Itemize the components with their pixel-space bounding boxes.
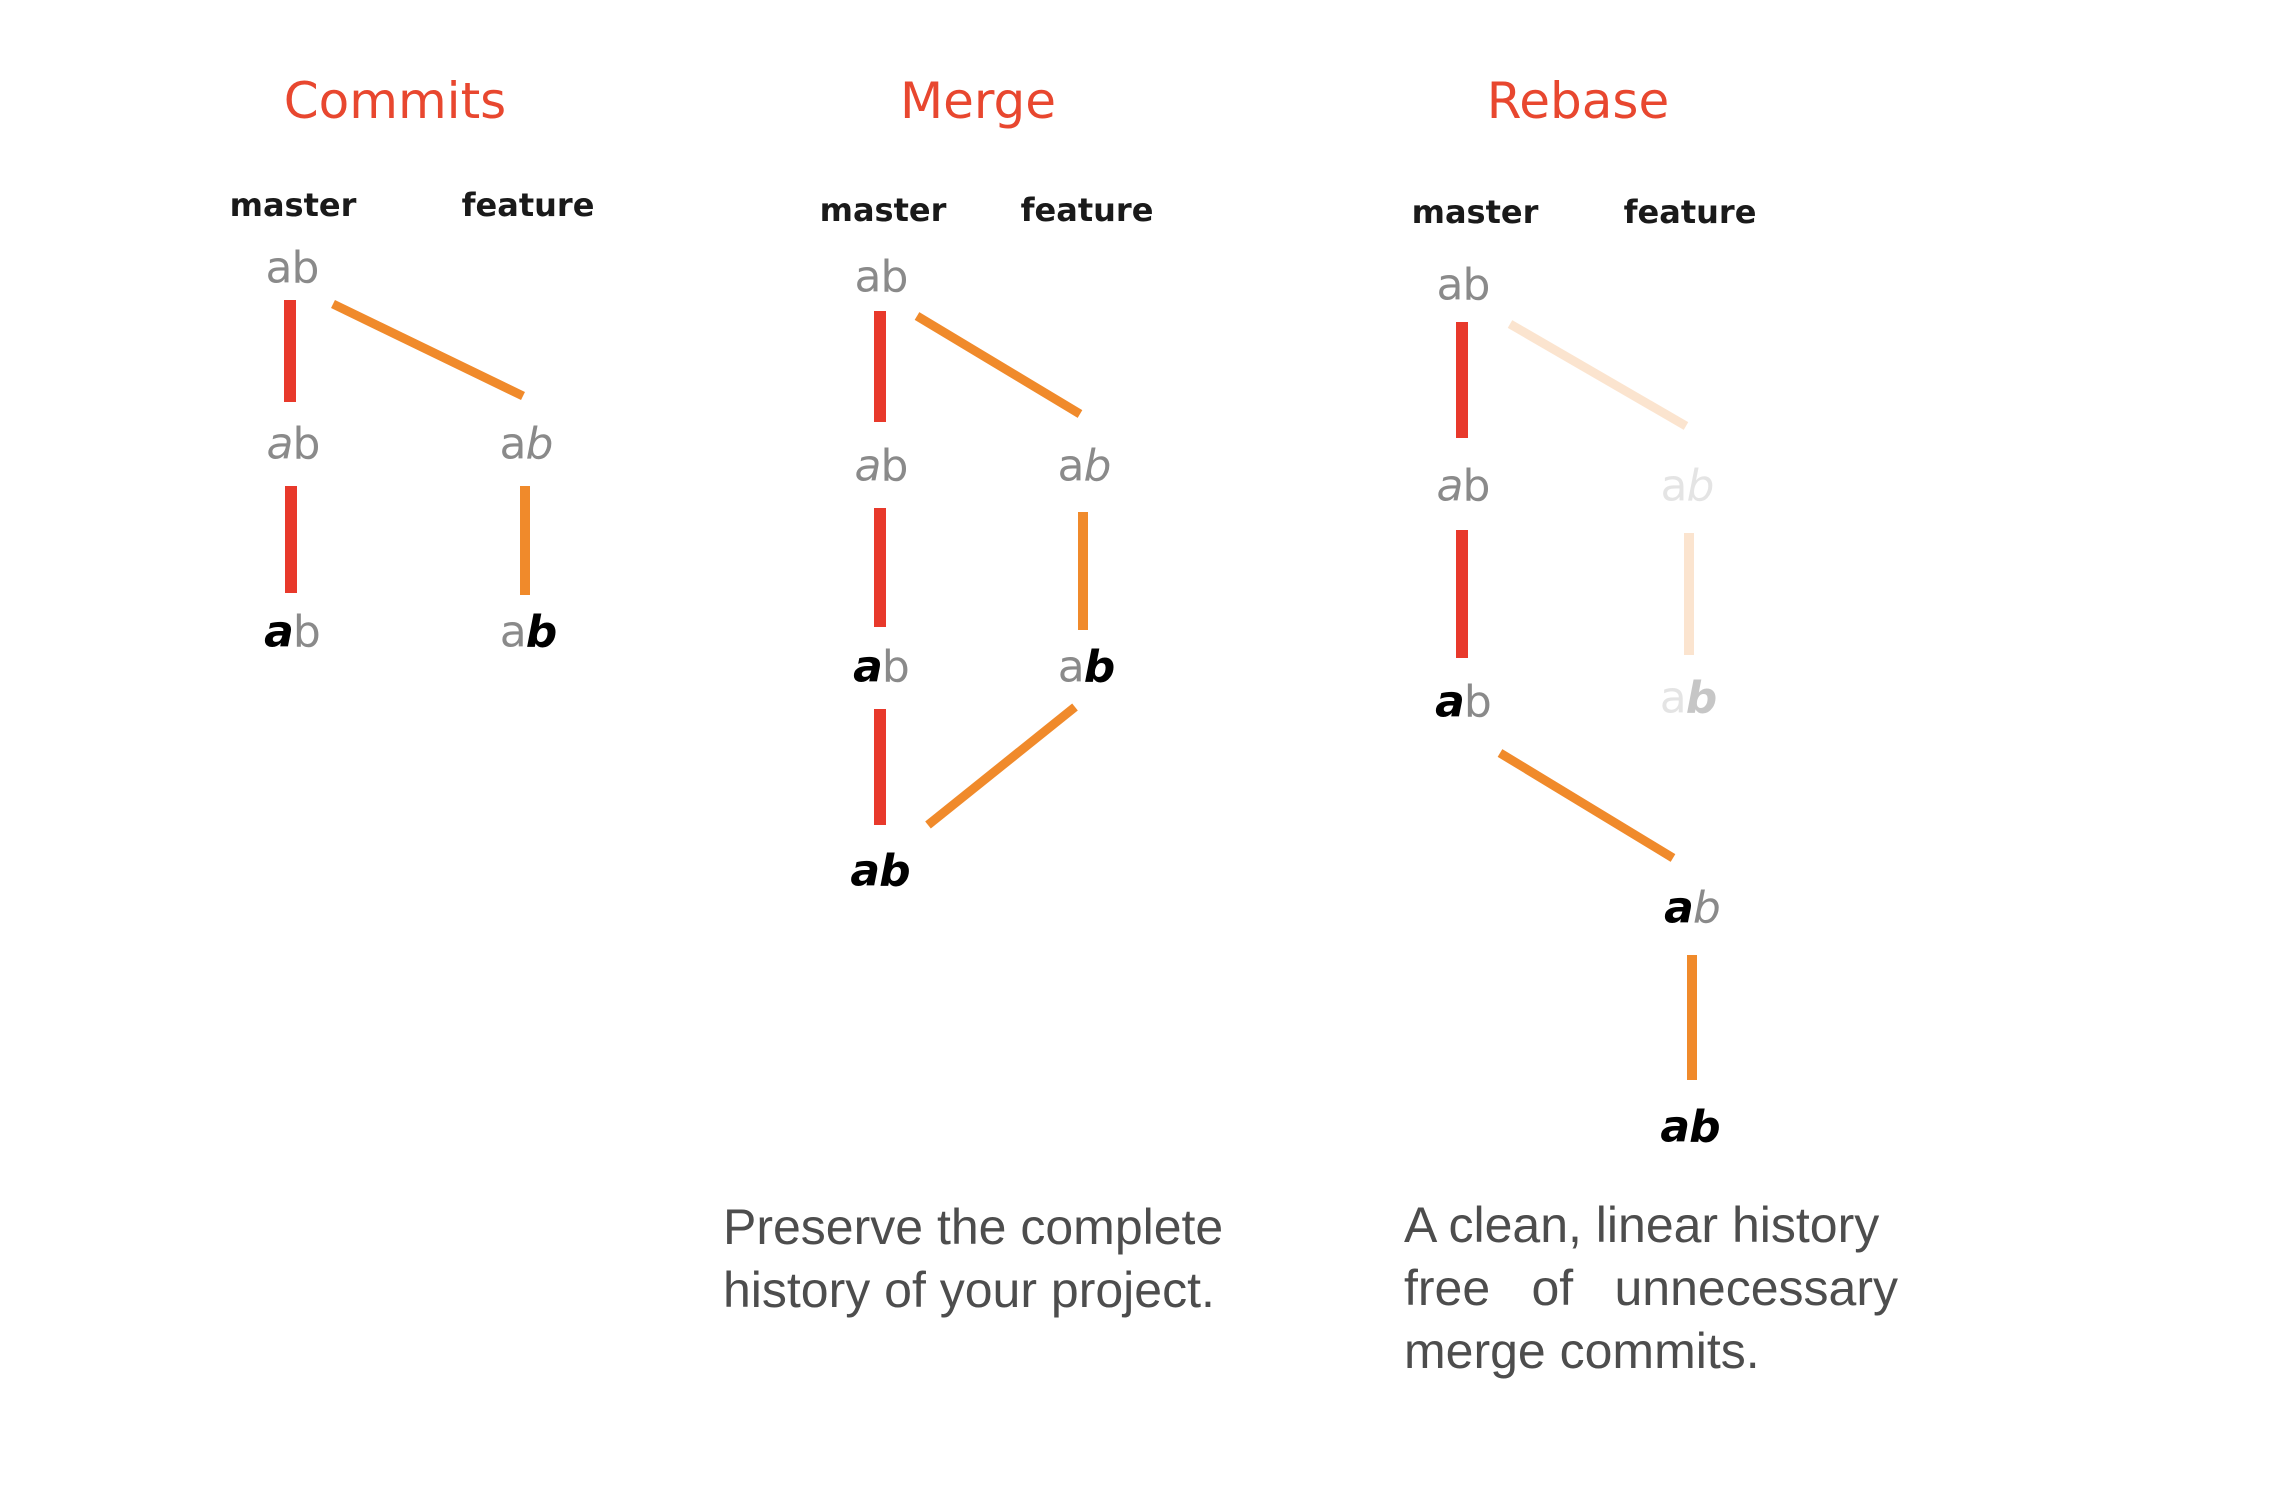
commit-node-master-3: ab <box>1435 676 1492 728</box>
merge-caption-line: Preserve the complete <box>723 1199 1224 1255</box>
rebase-caption-line: A clean, linear history <box>1404 1197 1880 1253</box>
commit-node-feature-1: ab <box>499 418 554 470</box>
commit-node-feature-1-rebased: ab <box>1664 882 1721 934</box>
edge-rebase-branch-faded <box>1507 320 1689 430</box>
commit-node-master-2: ab <box>1436 460 1491 512</box>
commit-node-master-3: ab <box>264 606 321 658</box>
commit-node-merge: ab <box>850 845 910 897</box>
edge-commits-branch <box>331 299 525 401</box>
commit-node-feature-2: ab <box>1057 641 1115 693</box>
title-rebase: Rebase <box>1486 72 1670 130</box>
commit-node-feature-2-old: ab <box>1659 672 1717 724</box>
commit-node-feature-1-old: ab <box>1660 460 1715 512</box>
rebase-feature-label: feature <box>1623 193 1757 231</box>
commit-node-base: ab <box>265 242 320 294</box>
merge-master-label: master <box>819 191 947 229</box>
rebase-master-label: master <box>1411 193 1539 231</box>
commit-node-feature-2-rebased: ab <box>1660 1101 1720 1153</box>
commit-node-base: ab <box>854 251 909 303</box>
commits-feature-label: feature <box>461 186 595 224</box>
commit-node-master-3: ab <box>853 641 910 693</box>
edge-rebase-replay <box>1497 749 1676 862</box>
merge-caption: Preserve the complete history of your pr… <box>723 1196 1248 1322</box>
commit-node-feature-1: ab <box>1057 440 1112 492</box>
commit-node-master-2: ab <box>854 440 909 492</box>
rebase-caption-line: free of unnecessary <box>1404 1260 1898 1316</box>
merge-caption-line: history of your project. <box>723 1262 1215 1318</box>
title-merge: Merge <box>899 72 1057 130</box>
commit-node-base: ab <box>1436 259 1491 311</box>
title-commits: Commits <box>283 72 507 130</box>
merge-feature-label: feature <box>1020 191 1154 229</box>
edge-merge-branch <box>914 312 1083 418</box>
commit-node-master-2: ab <box>266 418 321 470</box>
commits-master-label: master <box>229 186 357 224</box>
commit-node-feature-2: ab <box>499 606 557 658</box>
rebase-caption: A clean, linear history free of unnecess… <box>1404 1194 1898 1383</box>
edge-merge-join <box>925 703 1078 829</box>
rebase-caption-line: merge commits. <box>1404 1323 1760 1379</box>
